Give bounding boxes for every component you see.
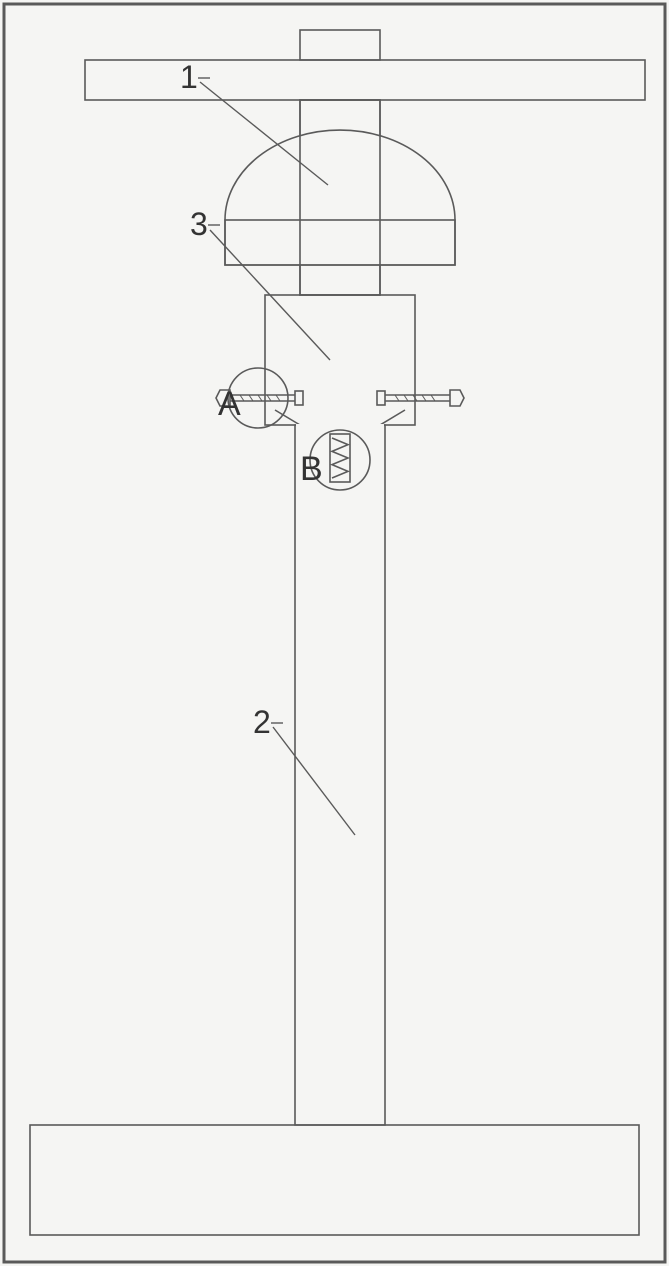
svg-text:B: B	[300, 450, 323, 488]
svg-text:3: 3	[190, 206, 208, 242]
svg-text:A: A	[218, 385, 241, 423]
svg-text:2: 2	[253, 704, 271, 740]
svg-text:1: 1	[180, 59, 198, 95]
